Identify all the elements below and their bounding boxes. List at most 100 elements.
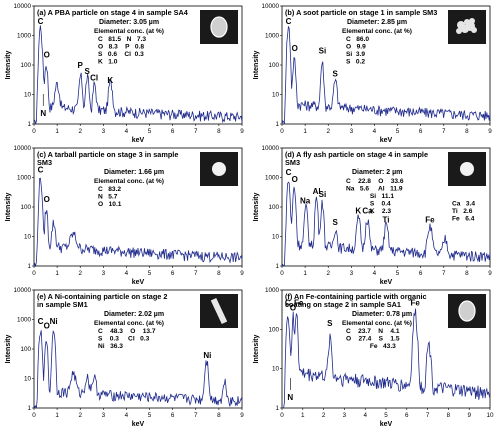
x-axis-label: keV <box>380 279 393 286</box>
x-tick-label: 1 <box>303 128 307 135</box>
peak-label: Ni <box>203 351 211 360</box>
x-axis-label: keV <box>380 137 393 144</box>
x-tick-label: 7 <box>194 270 198 277</box>
elemental-line: S 0.3 Cl 0.3 <box>98 336 150 343</box>
elemental-heading: Elemental conc. (at %) <box>94 178 164 185</box>
elemental-heading: Elemental conc. (at %) <box>342 28 412 35</box>
y-tick-label: 100 <box>20 62 31 69</box>
spectrum-line <box>281 181 491 267</box>
spectrum-line <box>33 177 243 268</box>
y-tick-label: 1 <box>27 121 31 128</box>
elemental-line: O 27.4 S 1.5 <box>346 336 400 343</box>
x-axis-label: keV <box>132 279 145 286</box>
y-axis-label: Intensity <box>5 193 12 222</box>
x-tick-label: 1 <box>55 128 59 135</box>
panel-title: (c) A tarball particle on stage 3 in sam… <box>37 150 178 159</box>
y-tick-label: 100 <box>20 346 31 353</box>
x-tick-label: 9 <box>467 412 471 419</box>
y-tick-label: 1 <box>275 405 279 412</box>
elemental-line: N 5.7 <box>98 194 118 201</box>
elemental-line: C 86.0 <box>346 36 369 43</box>
y-tick-label: 10000 <box>13 287 31 294</box>
x-tick-label: 9 <box>240 270 244 277</box>
particle-shape <box>464 19 470 25</box>
panel-title: (e) A Ni-containing particle on stage 2 <box>37 292 167 301</box>
x-tick-label: 2 <box>322 412 326 419</box>
elemental-line: C 83.2 <box>98 186 121 193</box>
y-axis-label: Intensity <box>5 51 12 80</box>
peak-label: Si <box>319 190 327 199</box>
diameter-label: Diameter: 0.78 µm <box>352 311 412 318</box>
x-tick-label: 6 <box>171 128 175 135</box>
y-axis-label: Intensity <box>253 51 260 80</box>
peak-label: Ca <box>362 207 373 216</box>
peak-label: K <box>355 207 361 216</box>
peak-label: C <box>286 17 292 26</box>
y-tick-label: 10000 <box>13 3 31 10</box>
spectrum-panel-b: 0 1 2 3 4 5 6 7 8 9keV110100100010000Intensity(b)… <box>253 3 492 144</box>
y-tick-label: 10 <box>24 376 32 383</box>
panel-title: SM3 <box>285 158 300 167</box>
x-tick-label: 6 <box>405 412 409 419</box>
spectrum-panel-c: 0 1 2 3 4 5 6 7 8 9keV110100100010000Intensity(c)… <box>5 145 244 286</box>
x-tick-label: 4 <box>373 270 377 277</box>
elemental-line: S 0.6 Cl 0.3 <box>98 51 144 58</box>
x-tick-label: 2 <box>78 412 82 419</box>
spectrum-line <box>33 329 243 409</box>
elemental-line: Ca 3.4 <box>452 201 475 208</box>
y-tick-label: 10 <box>272 234 280 241</box>
diameter-label: Diameter: 2.02 µm <box>104 311 164 318</box>
elemental-line: S 0.2 <box>346 59 365 66</box>
elemental-line: O 9.9 <box>346 44 366 51</box>
x-tick-label: 7 <box>442 128 446 135</box>
peak-label: Ti <box>383 215 390 224</box>
peak-label: C <box>285 299 291 308</box>
particle-shape <box>471 27 477 33</box>
elemental-heading: Elemental conc. (at %) <box>94 320 164 327</box>
x-tick-label: 6 <box>419 128 423 135</box>
elemental-line: Fe 6.4 <box>452 216 475 223</box>
x-tick-label: 0 <box>32 270 36 277</box>
x-tick-label: 1 <box>303 270 307 277</box>
x-tick-label: 1 <box>55 412 59 419</box>
y-tick-label: 1000 <box>265 33 280 40</box>
y-tick-label: 10 <box>24 92 32 99</box>
peak-label: Fe <box>425 215 435 224</box>
particle-shape <box>210 297 228 325</box>
peak-label: S <box>332 218 338 227</box>
diameter-label: Diameter: 3.05 µm <box>99 19 159 26</box>
peak-label: S <box>84 67 90 76</box>
peak-label: S <box>327 319 333 328</box>
x-tick-label: 3 <box>350 128 354 135</box>
diameter-label: Diameter: 2 µm <box>352 169 402 176</box>
peak-label: O <box>292 175 298 184</box>
elemental-line: C 81.5 N 7.3 <box>98 36 146 43</box>
x-tick-label: 1 <box>301 412 305 419</box>
panel-title: (a) A PBA particle on stage 4 in sample … <box>37 8 189 17</box>
elemental-line: Si 3.9 <box>346 51 365 58</box>
elemental-line: C 23.7 N 4.1 <box>346 328 400 335</box>
x-tick-label: 0 <box>280 270 284 277</box>
peak-label: Fe <box>410 299 420 308</box>
elemental-line: Na 5.6 Al 11.9 <box>346 186 403 193</box>
x-tick-label: 0 <box>280 128 284 135</box>
x-tick-label: 0 <box>280 412 284 419</box>
x-tick-label: 9 <box>240 128 244 135</box>
x-tick-label: 5 <box>148 412 152 419</box>
peak-label: C <box>286 168 292 177</box>
panel-title: (f) An Fe-containing particle with organ… <box>285 292 427 301</box>
x-tick-label: 7 <box>442 270 446 277</box>
elemental-line: K 1.0 <box>98 59 118 66</box>
x-tick-label: 10 <box>486 412 494 419</box>
elemental-line: Ti 2.6 <box>452 208 473 215</box>
spectrum-panel-a: 0 1 2 3 4 5 6 7 8 9keV110100100010000Intensity(a)… <box>5 3 244 144</box>
y-tick-label: 100 <box>268 204 279 211</box>
x-axis-label: keV <box>132 137 145 144</box>
x-tick-label: 6 <box>171 270 175 277</box>
elemental-heading: Elemental conc. (at %) <box>94 28 164 35</box>
panel-title: (d) A fly ash particle on stage 4 in sam… <box>285 150 428 159</box>
y-tick-label: 100 <box>268 326 279 333</box>
elemental-line: K 2.3 <box>346 208 391 215</box>
